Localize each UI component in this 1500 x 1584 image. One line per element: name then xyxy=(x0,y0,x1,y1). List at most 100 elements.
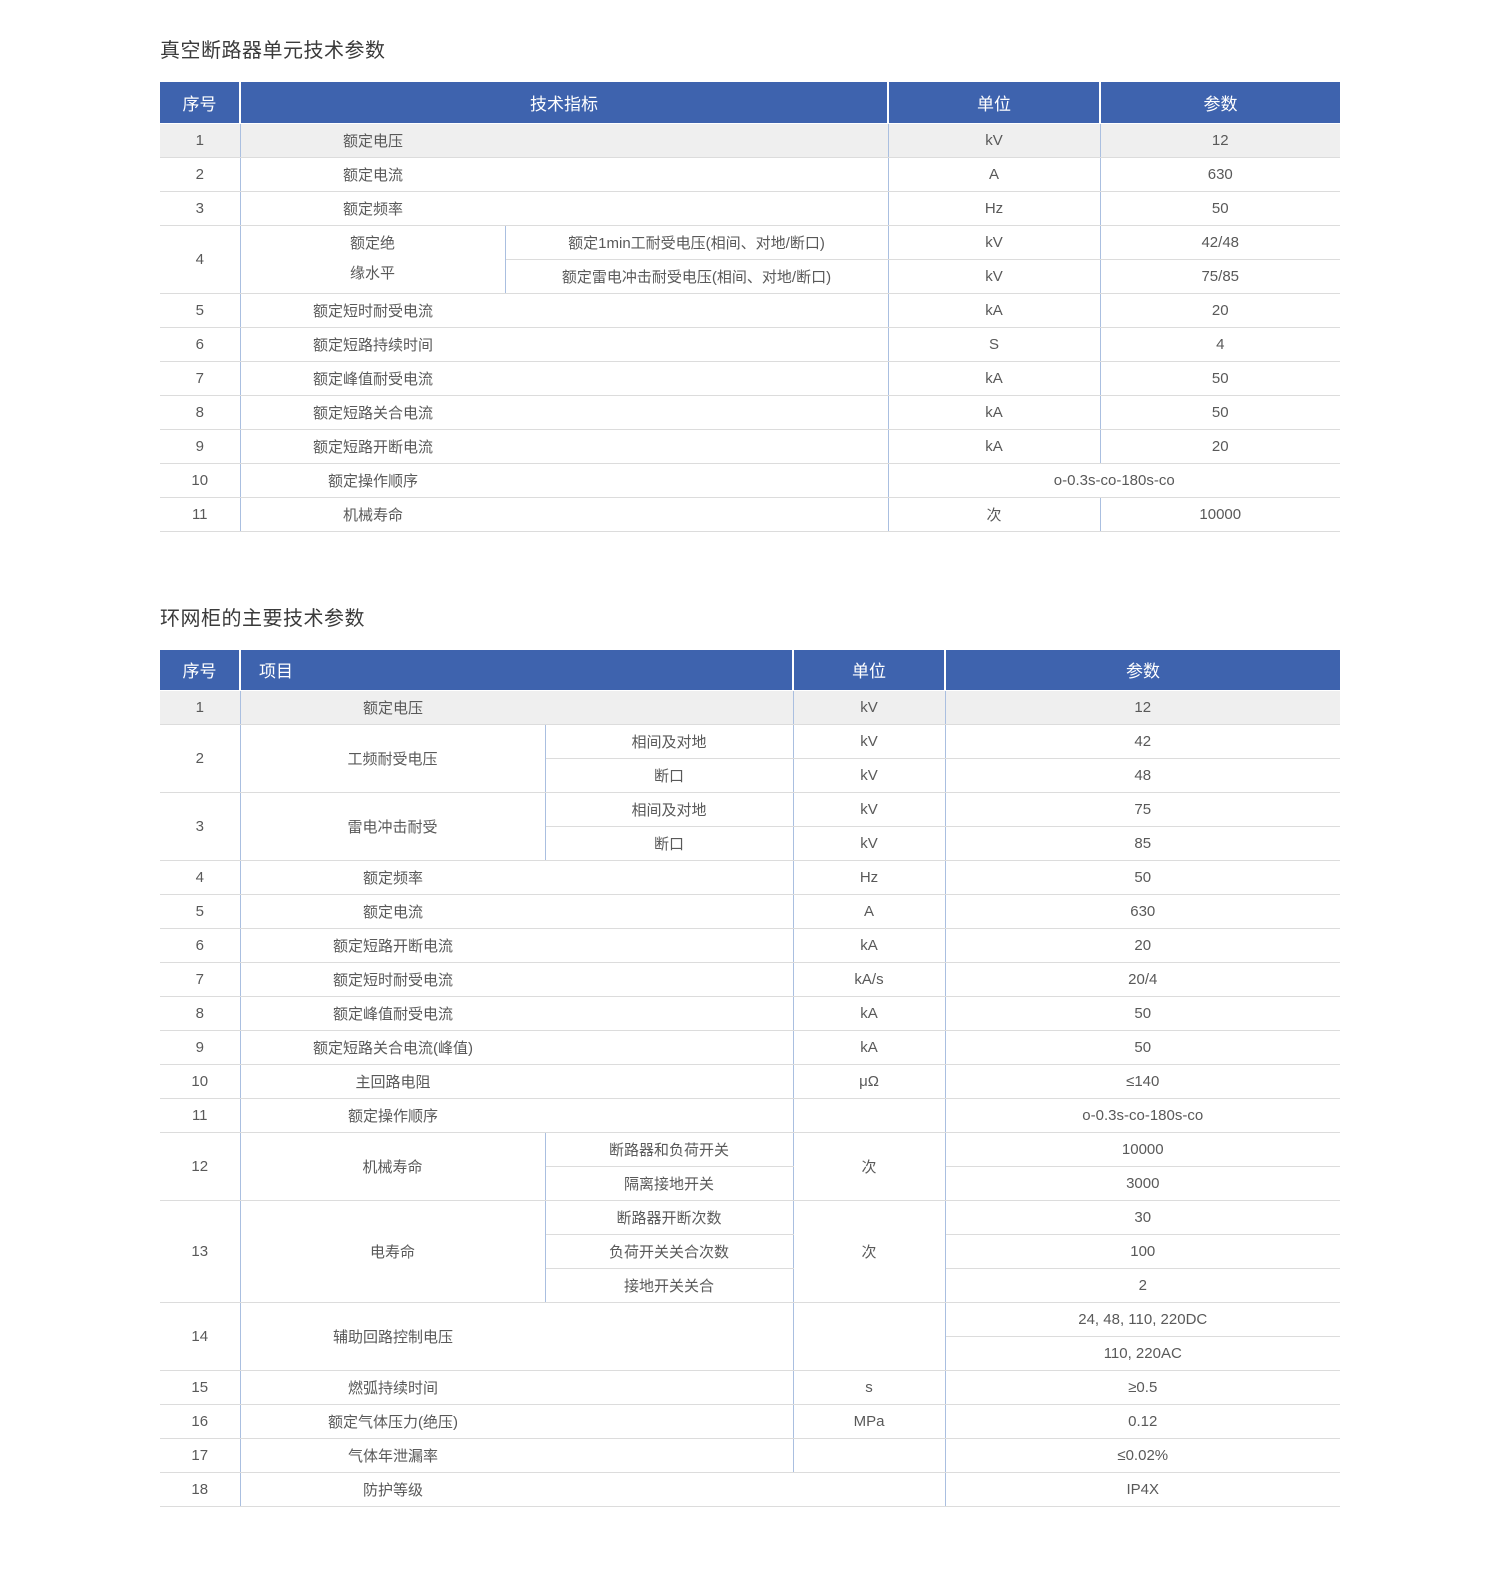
cell-value: 50 xyxy=(1100,191,1340,226)
cell-label: 额定短路开断电流 xyxy=(240,429,889,464)
section-title: 真空断路器单元技术参数 xyxy=(160,40,386,62)
cell-label: 主回路电阻 xyxy=(240,1064,794,1099)
cell-unit xyxy=(793,1098,946,1133)
cell-value: 110, 220AC xyxy=(945,1336,1340,1371)
cell-label: 额定气体压力(绝压) xyxy=(240,1404,794,1439)
table-row: 9 额定短路关合电流(峰值) kA 50 xyxy=(160,1030,1340,1065)
cell-value: o-0.3s-co-180s-co xyxy=(945,1098,1340,1133)
cell-unit: kV xyxy=(793,826,946,861)
table-row: 12 机械寿命 断路器和负荷开关 次 10000 xyxy=(160,1132,1340,1201)
cell-label: 工频耐受电压 xyxy=(240,724,546,793)
cell-unit xyxy=(793,1302,946,1371)
section-title: 环网柜的主要技术参数 xyxy=(160,607,365,630)
cell-serial: 3 xyxy=(160,792,241,861)
cell-serial: 16 xyxy=(160,1404,241,1439)
cell-unit: kV xyxy=(888,123,1101,158)
cell-serial: 6 xyxy=(160,327,241,362)
header-serial: 序号 xyxy=(160,649,241,691)
header-param: 参数 xyxy=(1100,82,1340,124)
table-row: 15 燃弧持续时间 s ≥0.5 xyxy=(160,1370,1340,1405)
cell-value: 100 xyxy=(945,1234,1340,1269)
cell-label: 燃弧持续时间 xyxy=(240,1370,794,1405)
page-content: 真空断路器单元技术参数 序号 技术指标 单位 参数 1 额定电压 kV xyxy=(160,34,1340,1507)
cell-value: 50 xyxy=(1100,395,1340,430)
cell-value: 12 xyxy=(1100,123,1340,158)
table-row: 断口 kV 48 xyxy=(160,758,1340,793)
cell-unit: MPa xyxy=(793,1404,946,1439)
table-row: 额定雷电冲击耐受电压(相间、对地/断口) kV 75/85 xyxy=(160,259,1340,294)
cell-unit: kA xyxy=(793,1030,946,1065)
cell-serial: 12 xyxy=(160,1132,241,1201)
cell-serial: 8 xyxy=(160,395,241,430)
rmu-spec-table: 序号 项目 单位 参数 1 额定电压 kV 12 2 工频耐受电压 相间及对地 xyxy=(160,649,1340,1507)
cell-value: 48 xyxy=(945,758,1340,793)
cell-serial: 3 xyxy=(160,191,241,226)
cell-label: 机械寿命 xyxy=(240,1132,546,1201)
table-row: 4 额定绝缘水平 额定1min工耐受电压(相间、对地/断口) kV 42/48 xyxy=(160,225,1340,294)
cell-unit: 次 xyxy=(888,497,1101,532)
cell-unit: kA xyxy=(888,429,1101,464)
cell-value: IP4X xyxy=(945,1472,1340,1507)
cell-serial: 1 xyxy=(160,123,241,158)
cell-value: 50 xyxy=(945,996,1340,1031)
cell-label: 额定电压 xyxy=(240,123,889,158)
header-unit: 单位 xyxy=(793,649,946,691)
cell-value: 20/4 xyxy=(945,962,1340,997)
table-row: 8 额定短路关合电流 kA 50 xyxy=(160,395,1340,430)
cell-sublabel: 隔离接地开关 xyxy=(545,1166,794,1201)
cell-serial: 14 xyxy=(160,1302,241,1371)
cell-label: 额定峰值耐受电流 xyxy=(240,361,889,396)
cell-serial: 11 xyxy=(160,1098,241,1133)
cell-value: ≥0.5 xyxy=(945,1370,1340,1405)
table-row: 负荷开关关合次数 100 xyxy=(160,1234,1340,1269)
cell-serial: 7 xyxy=(160,962,241,997)
cell-serial: 10 xyxy=(160,463,241,498)
table-row: 14 辅助回路控制电压 24, 48, 110, 220DC xyxy=(160,1302,1340,1371)
cell-unit: S xyxy=(888,327,1101,362)
cell-value: 20 xyxy=(945,928,1340,963)
cell-value: o-0.3s-co-180s-co xyxy=(888,463,1340,498)
table-row: 1 额定电压 kV 12 xyxy=(160,123,1340,158)
table-row: 5 额定电流 A 630 xyxy=(160,894,1340,929)
cell-label: 雷电冲击耐受 xyxy=(240,792,546,861)
table-row: 3 额定频率 Hz 50 xyxy=(160,191,1340,226)
table-row: 1 额定电压 kV 12 xyxy=(160,690,1340,725)
table-row: 9 额定短路开断电流 kA 20 xyxy=(160,429,1340,464)
cell-unit xyxy=(793,1438,946,1473)
table-row: 2 工频耐受电压 相间及对地 kV 42 xyxy=(160,724,1340,793)
table-row: 110, 220AC xyxy=(160,1336,1340,1371)
cell-label: 额定频率 xyxy=(240,191,889,226)
cell-unit: kV xyxy=(888,225,1101,260)
header-serial: 序号 xyxy=(160,82,241,124)
cell-value: 4 xyxy=(1100,327,1340,362)
cell-value: 24, 48, 110, 220DC xyxy=(945,1302,1340,1337)
table-row: 10 额定操作顺序 o-0.3s-co-180s-co xyxy=(160,463,1340,498)
cell-serial: 9 xyxy=(160,1030,241,1065)
table-row: 4 额定频率 Hz 50 xyxy=(160,860,1340,895)
cell-label: 额定短路关合电流(峰值) xyxy=(240,1030,794,1065)
cell-value: 30 xyxy=(945,1200,1340,1235)
cell-value: ≤140 xyxy=(945,1064,1340,1099)
table-row: 接地开关关合 2 xyxy=(160,1268,1340,1303)
cell-value: 0.12 xyxy=(945,1404,1340,1439)
cell-serial: 5 xyxy=(160,894,241,929)
cell-label: 额定短路关合电流 xyxy=(240,395,889,430)
cell-unit: 次 xyxy=(793,1132,946,1201)
cell-value: 42/48 xyxy=(1100,225,1340,260)
cell-unit: kA xyxy=(793,996,946,1031)
cell-label: 额定短时耐受电流 xyxy=(240,293,889,328)
cell-sublabel: 断口 xyxy=(545,758,794,793)
cell-sublabel: 相间及对地 xyxy=(545,792,794,827)
cell-unit: kV xyxy=(793,792,946,827)
section-vcb-specs: 真空断路器单元技术参数 序号 技术指标 单位 参数 1 额定电压 kV xyxy=(160,34,1340,532)
cell-unit: kV xyxy=(793,724,946,759)
cell-serial: 8 xyxy=(160,996,241,1031)
table-row: 7 额定峰值耐受电流 kA 50 xyxy=(160,361,1340,396)
cell-sublabel: 负荷开关关合次数 xyxy=(545,1234,794,1269)
table-row: 6 额定短路持续时间 S 4 xyxy=(160,327,1340,362)
table-row: 5 额定短时耐受电流 kA 20 xyxy=(160,293,1340,328)
cell-sublabel: 额定1min工耐受电压(相间、对地/断口) xyxy=(505,225,889,260)
cell-unit: kA/s xyxy=(793,962,946,997)
table-row: 17 气体年泄漏率 ≤0.02% xyxy=(160,1438,1340,1473)
table-row: 16 额定气体压力(绝压) MPa 0.12 xyxy=(160,1404,1340,1439)
